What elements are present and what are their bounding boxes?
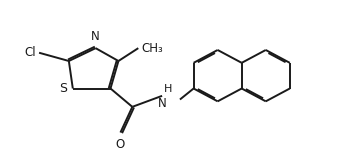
Text: O: O <box>116 138 125 151</box>
Text: CH₃: CH₃ <box>141 42 163 55</box>
Text: S: S <box>59 82 67 95</box>
Text: N: N <box>91 30 100 43</box>
Text: H: H <box>164 84 172 94</box>
Text: Cl: Cl <box>25 46 36 59</box>
Text: N: N <box>158 97 167 110</box>
